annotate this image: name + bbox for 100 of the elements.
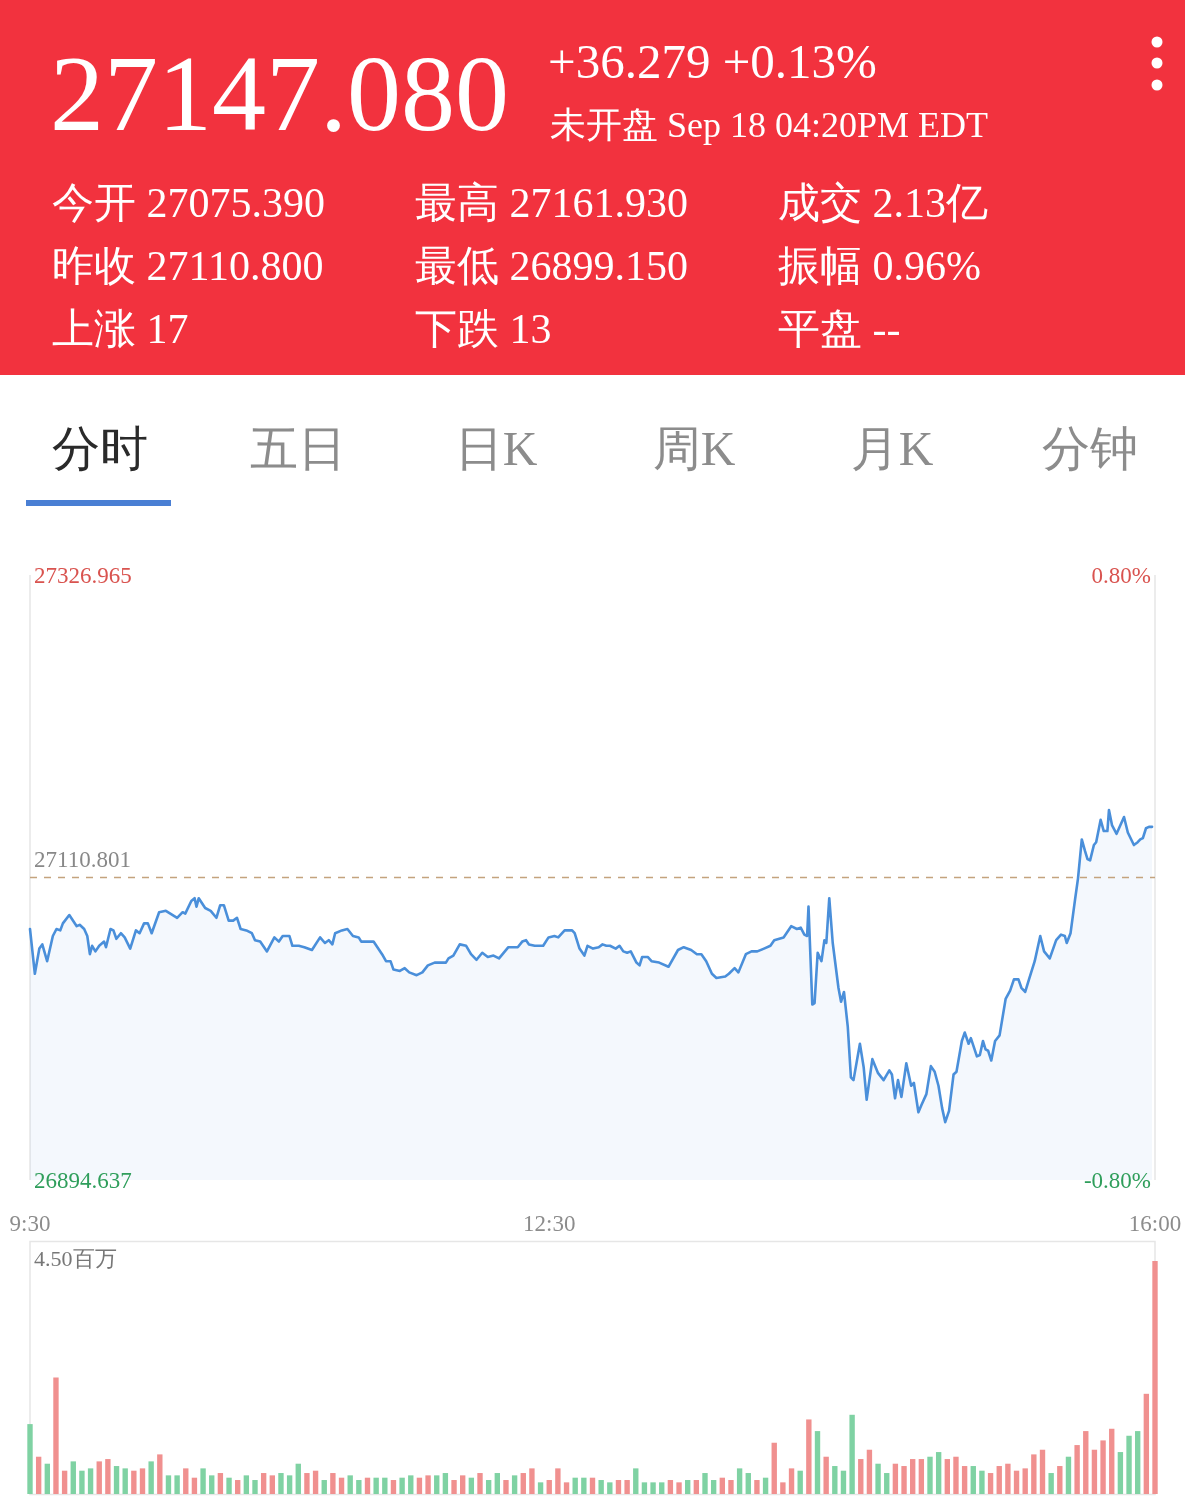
bar	[607, 1482, 613, 1494]
text: 振幅 0.96%	[778, 243, 981, 289]
bar	[1126, 1435, 1132, 1494]
bar	[70, 1461, 76, 1494]
bar	[416, 1477, 423, 1494]
bar	[840, 1470, 847, 1494]
bar	[996, 1466, 1002, 1494]
bar	[650, 1482, 656, 1494]
bar	[425, 1475, 431, 1494]
bar	[1143, 1393, 1150, 1494]
bar	[286, 1475, 293, 1494]
bar	[927, 1456, 933, 1494]
bar	[460, 1475, 466, 1494]
text: 上涨 17	[52, 306, 189, 352]
text: 下跌 13	[415, 306, 552, 352]
bar	[53, 1377, 59, 1494]
bar	[330, 1473, 336, 1494]
bar	[667, 1480, 674, 1494]
bar	[745, 1473, 751, 1494]
bar	[719, 1477, 725, 1494]
bar	[494, 1473, 500, 1494]
bar	[520, 1473, 526, 1494]
bar	[537, 1482, 544, 1494]
bar	[260, 1473, 267, 1494]
bar	[61, 1470, 68, 1494]
text: 今开 27075.390	[52, 180, 325, 226]
bar	[641, 1482, 648, 1494]
bar	[676, 1482, 682, 1494]
y-tick-label: 27326.965	[34, 563, 132, 588]
bar	[321, 1480, 327, 1494]
bar	[685, 1480, 691, 1494]
bar	[451, 1480, 457, 1494]
bar	[1135, 1431, 1141, 1494]
bar	[693, 1480, 700, 1494]
bar	[278, 1473, 284, 1494]
bar	[79, 1470, 85, 1494]
bar	[762, 1477, 769, 1494]
category-label: 周K	[652, 422, 736, 475]
y2-tick-label: -0.80%	[1083, 1168, 1151, 1193]
bar	[157, 1454, 163, 1494]
bar	[572, 1477, 578, 1494]
bar	[408, 1475, 414, 1494]
bar	[434, 1475, 440, 1494]
bar	[399, 1477, 405, 1494]
text: 最低 26899.150	[415, 243, 688, 289]
bar	[1031, 1454, 1037, 1494]
bar	[226, 1477, 232, 1494]
bar	[252, 1480, 258, 1494]
bar	[209, 1475, 215, 1494]
bar	[892, 1463, 899, 1494]
bar	[1039, 1449, 1046, 1494]
text: 未开盘 Sep 18 04:20PM EDT	[550, 105, 989, 145]
bar	[295, 1463, 301, 1494]
bar	[866, 1449, 873, 1494]
bar	[546, 1480, 552, 1494]
bar	[806, 1419, 812, 1494]
bar	[788, 1468, 795, 1494]
bar	[754, 1480, 760, 1494]
text: 成交 2.13亿	[778, 180, 988, 226]
bar	[191, 1477, 198, 1494]
bar	[35, 1456, 42, 1494]
bar	[624, 1480, 630, 1494]
bar	[1100, 1440, 1106, 1494]
text: 平盘 --	[778, 306, 901, 352]
category-label: 分钟	[1042, 422, 1138, 475]
text: +36.279 +0.13%	[548, 34, 877, 89]
bar	[390, 1480, 397, 1494]
bar	[477, 1473, 483, 1494]
bar	[918, 1459, 925, 1494]
bar	[96, 1461, 102, 1494]
y-tick-label: 26894.637	[34, 1168, 132, 1193]
text: 昨收 27110.800	[52, 243, 324, 289]
bar	[979, 1470, 985, 1494]
bar	[702, 1473, 708, 1494]
bar	[589, 1477, 596, 1494]
category-label: 日K	[454, 422, 538, 475]
bar	[814, 1431, 821, 1494]
bar	[555, 1468, 561, 1494]
bar	[1005, 1463, 1011, 1494]
bar	[728, 1480, 734, 1494]
category-label: 五日	[250, 422, 346, 475]
bar	[944, 1459, 950, 1494]
bar	[338, 1477, 345, 1494]
bar	[884, 1473, 890, 1494]
bar	[235, 1480, 241, 1494]
bar	[598, 1480, 604, 1494]
bar	[148, 1461, 154, 1494]
bar	[771, 1442, 777, 1494]
text: 最高 27161.930	[415, 180, 688, 226]
bar	[217, 1473, 224, 1494]
bar	[312, 1470, 319, 1494]
bar	[442, 1473, 449, 1494]
bar	[659, 1482, 665, 1494]
bar	[935, 1452, 942, 1494]
bar	[1022, 1468, 1028, 1494]
bar	[139, 1468, 146, 1494]
y2-tick-label: 0.80%	[1091, 563, 1151, 588]
bar	[858, 1459, 864, 1494]
bar	[1048, 1473, 1054, 1494]
bar	[165, 1475, 172, 1494]
